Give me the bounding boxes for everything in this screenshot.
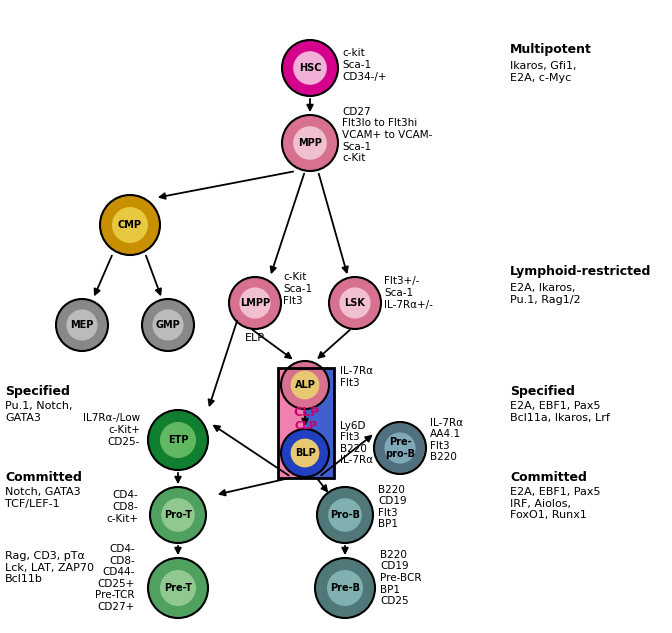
Circle shape (229, 277, 281, 329)
Text: c-kit
Sca-1
CD34-/+: c-kit Sca-1 CD34-/+ (342, 48, 386, 82)
Text: B220
CD19
Flt3
BP1: B220 CD19 Flt3 BP1 (378, 485, 407, 529)
Text: ALP: ALP (294, 380, 315, 390)
Text: ETP: ETP (168, 435, 188, 445)
Circle shape (328, 498, 362, 532)
Text: LMPP: LMPP (240, 298, 270, 308)
Bar (306, 368, 334, 478)
Text: Committed: Committed (510, 471, 587, 484)
Text: Pre-T: Pre-T (164, 583, 192, 593)
Circle shape (160, 422, 196, 458)
Text: E2A, EBF1, Pax5
IRF, Aiolos,
FoxO1, Runx1: E2A, EBF1, Pax5 IRF, Aiolos, FoxO1, Runx… (510, 487, 601, 520)
Text: Ikaros, Gfi1,
E2A, c-Myc: Ikaros, Gfi1, E2A, c-Myc (510, 61, 577, 82)
Circle shape (281, 429, 329, 477)
Text: Lymphoid-restricted: Lymphoid-restricted (510, 265, 651, 278)
Text: E2A, EBF1, Pax5
Bcl11a, Ikaros, Lrf: E2A, EBF1, Pax5 Bcl11a, Ikaros, Lrf (510, 401, 610, 423)
Text: IL-7Rα
AA4.1
Flt3
B220: IL-7Rα AA4.1 Flt3 B220 (430, 418, 463, 462)
Circle shape (282, 40, 338, 96)
Circle shape (290, 370, 319, 399)
Circle shape (315, 558, 375, 618)
Text: Committed: Committed (5, 471, 82, 484)
Circle shape (384, 432, 415, 463)
Circle shape (281, 361, 329, 409)
Circle shape (282, 115, 338, 171)
Bar (278, 368, 306, 478)
Circle shape (317, 487, 373, 543)
Text: IL-7Rα
Flt3: IL-7Rα Flt3 (340, 367, 373, 388)
Circle shape (148, 558, 208, 618)
Text: BLP: BLP (294, 448, 315, 458)
Text: ELP: ELP (245, 333, 265, 343)
Text: MEP: MEP (71, 320, 93, 330)
Text: c-Kit
Sca-1
Flt3: c-Kit Sca-1 Flt3 (283, 272, 312, 306)
Circle shape (339, 287, 370, 318)
Text: Ly6D
Flt3
B220
IL-7Rα: Ly6D Flt3 B220 IL-7Rα (340, 420, 373, 465)
Text: E2A, Ikaros,
Pu.1, Rag1/2: E2A, Ikaros, Pu.1, Rag1/2 (510, 283, 581, 304)
Circle shape (329, 277, 381, 329)
Text: IL7Rα-/Low
c-Kit+
CD25-: IL7Rα-/Low c-Kit+ CD25- (83, 413, 140, 447)
Text: Rag, CD3, pTα
Lck, LAT, ZAP70
Bcl11b: Rag, CD3, pTα Lck, LAT, ZAP70 Bcl11b (5, 551, 94, 584)
Text: Specified: Specified (510, 385, 575, 398)
Text: Multipotent: Multipotent (510, 43, 592, 56)
Circle shape (142, 299, 194, 351)
Circle shape (374, 422, 426, 474)
Text: MPP: MPP (298, 138, 322, 148)
Text: Pro-T: Pro-T (164, 510, 192, 520)
Circle shape (327, 570, 363, 606)
Text: CMP: CMP (118, 220, 142, 230)
Text: Flt3+/-
Sca-1
IL-7Rα+/-: Flt3+/- Sca-1 IL-7Rα+/- (384, 277, 433, 310)
Text: Pre-B: Pre-B (330, 583, 360, 593)
Circle shape (67, 310, 97, 341)
Text: Notch, GATA3
TCF/LEF-1: Notch, GATA3 TCF/LEF-1 (5, 487, 81, 508)
Text: LSK: LSK (345, 298, 366, 308)
Text: CLP: CLP (293, 406, 319, 420)
Text: CLP: CLP (294, 422, 318, 431)
Circle shape (150, 487, 206, 543)
Circle shape (160, 570, 196, 606)
Text: Pre-
pro-B: Pre- pro-B (385, 437, 415, 459)
Text: CD4-
CD8-
c-Kit+: CD4- CD8- c-Kit+ (106, 491, 138, 523)
Text: HSC: HSC (299, 63, 321, 73)
Circle shape (293, 126, 327, 160)
Bar (278, 368, 334, 478)
Circle shape (293, 51, 327, 85)
Circle shape (148, 410, 208, 470)
Circle shape (161, 498, 195, 532)
Text: GMP: GMP (156, 320, 180, 330)
Text: Specified: Specified (5, 385, 70, 398)
Circle shape (56, 299, 108, 351)
Text: Pu.1, Notch,
GATA3: Pu.1, Notch, GATA3 (5, 401, 73, 423)
Text: Pro-B: Pro-B (330, 510, 360, 520)
Circle shape (239, 287, 271, 318)
Text: CD27
Flt3lo to Flt3hi
VCAM+ to VCAM-
Sca-1
c-Kit: CD27 Flt3lo to Flt3hi VCAM+ to VCAM- Sca… (342, 107, 432, 163)
Circle shape (112, 207, 148, 243)
Circle shape (100, 195, 160, 255)
Text: CD4-
CD8-
CD44-
CD25+
Pre-TCR
CD27+: CD4- CD8- CD44- CD25+ Pre-TCR CD27+ (95, 544, 135, 612)
Circle shape (290, 439, 319, 467)
Circle shape (153, 310, 183, 341)
Text: B220
CD19
Pre-BCR
BP1
CD25: B220 CD19 Pre-BCR BP1 CD25 (380, 550, 421, 606)
